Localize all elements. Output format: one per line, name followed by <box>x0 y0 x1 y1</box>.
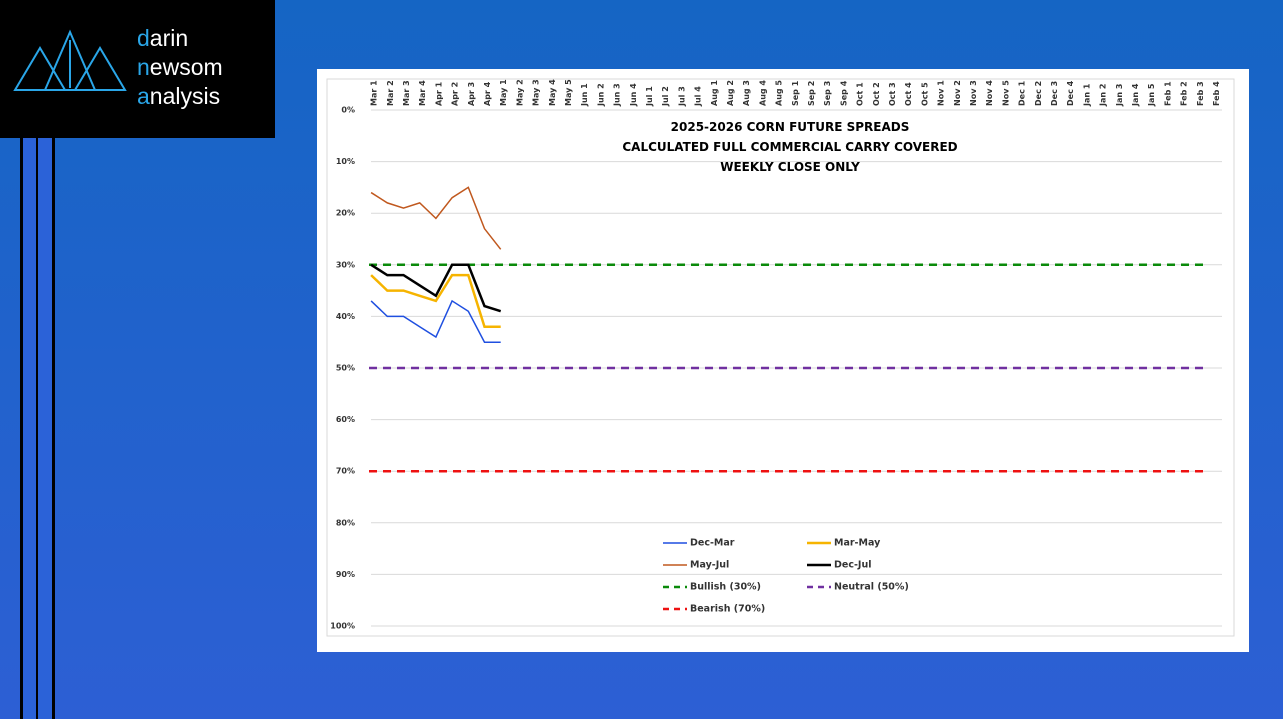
x-tick-label: Mar 1 <box>370 80 379 106</box>
y-tick-label: 90% <box>336 570 355 579</box>
x-tick-label: Jul 1 <box>645 86 654 107</box>
x-tick-label: Sep 4 <box>839 80 848 106</box>
y-tick-label: 30% <box>336 260 355 269</box>
x-tick-label: Aug 2 <box>726 80 735 106</box>
x-tick-label: Apr 1 <box>434 81 443 106</box>
x-tick-label: Mar 2 <box>386 80 395 106</box>
chart: 0% 10% 20% 30% 40% 50% 60% 70% 80% 90% 100% Mar 1 Ma… <box>317 69 1249 652</box>
x-tick-label: Jun 1 <box>580 83 589 107</box>
x-tick-label: Jan 5 <box>1147 83 1156 107</box>
x-tick-label: Jul 2 <box>661 86 670 107</box>
y-tick-label: 40% <box>336 312 355 321</box>
x-tick-label: Jun 3 <box>613 83 622 107</box>
y-tick-label: 50% <box>336 364 355 373</box>
x-tick-label: Feb 4 <box>1212 81 1221 106</box>
x-tick-label: Dec 4 <box>1066 80 1075 106</box>
series-line <box>370 263 502 313</box>
x-tick-label: Aug 5 <box>775 80 784 106</box>
brand: darin newsom analysis <box>137 24 223 111</box>
legend-label: May-Jul <box>690 560 729 571</box>
chart-title: WEEKLY CLOSE ONLY <box>720 160 860 174</box>
x-tick-label: Feb 3 <box>1196 81 1205 106</box>
x-tick-label: Oct 4 <box>904 82 913 106</box>
x-tick-label: Nov 3 <box>969 80 978 106</box>
x-tick-label: Jan 3 <box>1115 84 1124 107</box>
y-tick-label: 80% <box>336 518 355 527</box>
x-tick-label: Dec 2 <box>1034 81 1043 106</box>
x-tick-label: Sep 3 <box>823 81 832 106</box>
logo: darin newsom analysis <box>0 0 275 138</box>
series-line <box>370 186 502 250</box>
legend-label: Dec-Jul <box>834 560 871 571</box>
x-tick-label: Jan 1 <box>1082 83 1091 107</box>
x-tick-label: Nov 2 <box>953 80 962 106</box>
brand-line: newsom <box>137 54 223 80</box>
series-line <box>370 299 501 343</box>
legend-label: Bearish (70%) <box>690 604 765 615</box>
legend-label: Dec-Mar <box>690 538 735 549</box>
x-tick-label: Nov 4 <box>985 80 994 106</box>
x-tick-label: Oct 1 <box>856 82 865 106</box>
legend-label: Bullish (30%) <box>690 582 761 593</box>
x-tick-label: Mar 3 <box>402 80 411 106</box>
logo-icon <box>13 29 127 91</box>
chart-title: 2025-2026 CORN FUTURE SPREADS <box>671 120 910 134</box>
chart-title: CALCULATED FULL COMMERCIAL CARRY COVERED <box>622 140 957 154</box>
x-tick-label: Nov 1 <box>937 80 946 106</box>
decor-stripes <box>20 138 55 719</box>
x-tick-label: Aug 3 <box>742 80 751 106</box>
x-tick-label: May 5 <box>564 79 573 106</box>
x-tick-label: Jan 4 <box>1131 83 1140 107</box>
x-tick-label: Jan 2 <box>1099 84 1108 107</box>
brand-line: analysis <box>137 83 221 109</box>
legend-label: Neutral (50%) <box>834 582 909 593</box>
x-tick-label: Feb 1 <box>1163 81 1172 106</box>
x-tick-label: Aug 1 <box>710 80 719 106</box>
x-tick-label: May 1 <box>499 79 508 106</box>
series-line <box>370 273 501 328</box>
x-tick-label: Dec 1 <box>1018 80 1027 106</box>
x-tick-label: Sep 1 <box>791 80 800 106</box>
x-tick-label: Oct 3 <box>888 82 897 106</box>
x-tick-label: Apr 2 <box>451 82 460 106</box>
x-tick-label: Feb 2 <box>1180 81 1189 106</box>
x-tick-label: Jul 3 <box>677 86 686 107</box>
y-tick-label: 0% <box>341 106 355 115</box>
x-tick-label: Nov 5 <box>1001 80 1010 106</box>
brand-line: darin <box>137 25 189 51</box>
x-tick-label: May 3 <box>532 79 541 106</box>
x-tick-label: Sep 2 <box>807 81 816 106</box>
y-tick-label: 60% <box>336 415 355 424</box>
x-tick-label: Jun 4 <box>629 83 638 107</box>
y-tick-label: 20% <box>336 209 355 218</box>
x-tick-label: Jul 4 <box>694 86 703 107</box>
x-tick-label: Apr 3 <box>467 82 476 106</box>
x-tick-label: Aug 4 <box>758 80 767 106</box>
y-tick-label: 100% <box>330 622 355 631</box>
legend-label: Mar-May <box>834 538 881 549</box>
x-tick-label: Mar 4 <box>418 80 427 106</box>
x-tick-label: May 4 <box>548 79 557 106</box>
x-tick-label: Oct 5 <box>920 82 929 106</box>
x-tick-label: Jun 2 <box>596 83 605 107</box>
x-tick-label: Dec 3 <box>1050 81 1059 106</box>
x-tick-label: Apr 4 <box>483 81 492 106</box>
x-tick-label: Oct 2 <box>872 82 881 106</box>
y-tick-label: 10% <box>336 157 355 166</box>
x-tick-label: May 2 <box>515 79 524 106</box>
y-tick-label: 70% <box>336 467 355 476</box>
